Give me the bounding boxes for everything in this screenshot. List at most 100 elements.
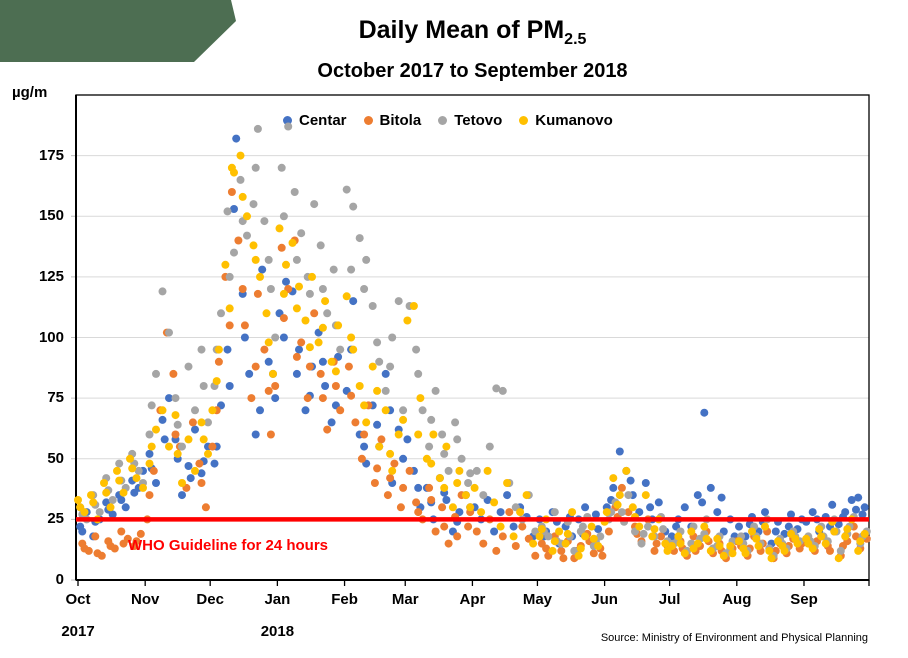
data-point-kumanovo — [793, 539, 802, 548]
data-point-bitola — [197, 479, 206, 487]
data-point-kumanovo — [516, 508, 525, 517]
chart-legend: Centar Bitola Tetovo Kumanovo — [283, 112, 613, 129]
data-point-kumanovo — [860, 529, 869, 538]
data-point-tetovo — [108, 496, 117, 504]
data-point-kumanovo — [680, 549, 689, 558]
data-point-kumanovo — [262, 309, 271, 318]
data-point-kumanovo — [184, 435, 193, 444]
data-point-centar — [165, 394, 173, 403]
data-point-bitola — [511, 542, 520, 550]
data-point-kumanovo — [628, 503, 637, 512]
data-point-centar — [282, 277, 290, 286]
data-point-kumanovo — [225, 304, 234, 313]
data-point-kumanovo — [537, 525, 546, 534]
data-point-centar — [808, 508, 817, 517]
data-point-tetovo — [305, 289, 314, 298]
data-point-centar — [854, 493, 863, 502]
data-point-tetovo — [492, 384, 501, 393]
data-point-kumanovo — [496, 522, 505, 531]
data-point-bitola — [370, 479, 379, 487]
data-point-centar — [841, 508, 850, 517]
data-point-centar — [152, 479, 160, 487]
data-point-kumanovo — [587, 522, 596, 531]
data-point-kumanovo — [305, 343, 314, 352]
data-point-centar — [403, 435, 412, 444]
data-point-bitola — [347, 391, 356, 400]
data-point-bitola — [84, 546, 93, 555]
data-point-centar — [232, 134, 241, 143]
data-point-kumanovo — [568, 508, 577, 517]
data-point-centar — [787, 510, 795, 519]
data-point-bitola — [344, 362, 353, 371]
data-point-bitola — [559, 554, 568, 563]
data-point-kumanovo — [321, 297, 330, 306]
data-point-tetovo — [260, 217, 269, 226]
data-point-kumanovo — [89, 498, 98, 507]
data-point-kumanovo — [275, 224, 284, 233]
data-point-bitola — [264, 386, 273, 395]
data-point-tetovo — [171, 394, 180, 403]
data-point-kumanovo — [349, 345, 358, 354]
data-point-bitola — [425, 483, 434, 492]
source-attribution: Source: Ministry of Environment and Phys… — [600, 632, 868, 644]
data-point-kumanovo — [650, 525, 659, 534]
data-point-kumanovo — [334, 321, 343, 330]
data-point-centar — [360, 442, 369, 451]
data-point-tetovo — [617, 508, 626, 517]
data-point-tetovo — [427, 415, 436, 424]
data-point-tetovo — [152, 369, 160, 378]
data-point-tetovo — [464, 479, 473, 487]
data-point-kumanovo — [251, 255, 260, 264]
data-point-kumanovo — [466, 503, 475, 512]
data-point-tetovo — [578, 522, 587, 531]
data-point-centar — [609, 483, 618, 492]
data-point-bitola — [208, 442, 217, 451]
data-point-centar — [256, 406, 264, 415]
data-point-kumanovo — [641, 491, 650, 500]
data-point-kumanovo — [87, 491, 95, 500]
data-point-kumanovo — [221, 260, 230, 269]
data-point-kumanovo — [834, 554, 843, 563]
data-point-tetovo — [318, 285, 327, 293]
data-point-kumanovo — [375, 442, 384, 451]
data-point-kumanovo — [318, 323, 327, 332]
data-point-tetovo — [165, 328, 173, 337]
data-point-kumanovo — [80, 508, 89, 517]
data-point-bitola — [542, 544, 551, 553]
data-point-bitola — [518, 522, 527, 531]
data-point-kumanovo — [327, 357, 336, 366]
data-point-tetovo — [251, 163, 260, 172]
data-point-tetovo — [279, 212, 288, 221]
data-point-kumanovo — [754, 542, 763, 550]
data-point-kumanovo — [622, 466, 631, 475]
data-point-tetovo — [394, 297, 403, 306]
data-point-tetovo — [310, 200, 319, 209]
data-point-kumanovo — [403, 316, 412, 325]
data-point-tetovo — [485, 442, 494, 451]
data-point-kumanovo — [158, 406, 167, 415]
data-point-centar — [301, 406, 310, 415]
data-point-bitola — [399, 483, 408, 492]
data-point-bitola — [318, 394, 327, 403]
data-point-bitola — [405, 466, 414, 475]
data-point-kumanovo — [147, 442, 156, 451]
data-point-tetovo — [223, 207, 232, 216]
data-point-centar — [717, 493, 726, 502]
chart-title-text: Daily Mean of PM — [358, 16, 565, 44]
data-point-kumanovo — [243, 212, 251, 221]
data-point-centar — [264, 357, 273, 366]
data-point-kumanovo — [269, 369, 277, 378]
data-point-bitola — [303, 394, 312, 403]
data-point-kumanovo — [522, 491, 531, 500]
x-tick-label-apr: Apr — [459, 591, 486, 608]
chart-title: Daily Mean of PM2.5 — [76, 12, 869, 58]
centar-marker-icon — [283, 116, 292, 125]
data-point-tetovo — [316, 241, 325, 250]
data-point-bitola — [464, 522, 473, 531]
data-point-kumanovo — [314, 338, 323, 347]
data-point-centar — [496, 508, 505, 517]
data-point-bitola — [357, 454, 366, 463]
data-point-centar — [251, 430, 260, 439]
legend-item-kumanovo: Kumanovo — [519, 112, 613, 129]
data-point-kumanovo — [674, 532, 683, 541]
